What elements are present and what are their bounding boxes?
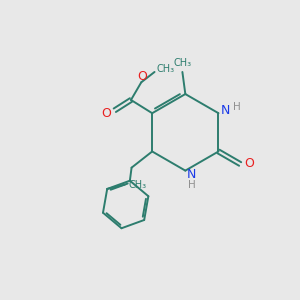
Text: CH₃: CH₃ (157, 64, 175, 74)
Text: N: N (187, 168, 196, 181)
Text: O: O (102, 107, 112, 120)
Text: CH₃: CH₃ (173, 58, 191, 68)
Text: O: O (137, 70, 147, 83)
Text: CH₃: CH₃ (128, 179, 146, 190)
Text: H: H (188, 180, 196, 190)
Text: O: O (244, 158, 254, 170)
Text: H: H (233, 102, 241, 112)
Text: N: N (220, 104, 230, 117)
